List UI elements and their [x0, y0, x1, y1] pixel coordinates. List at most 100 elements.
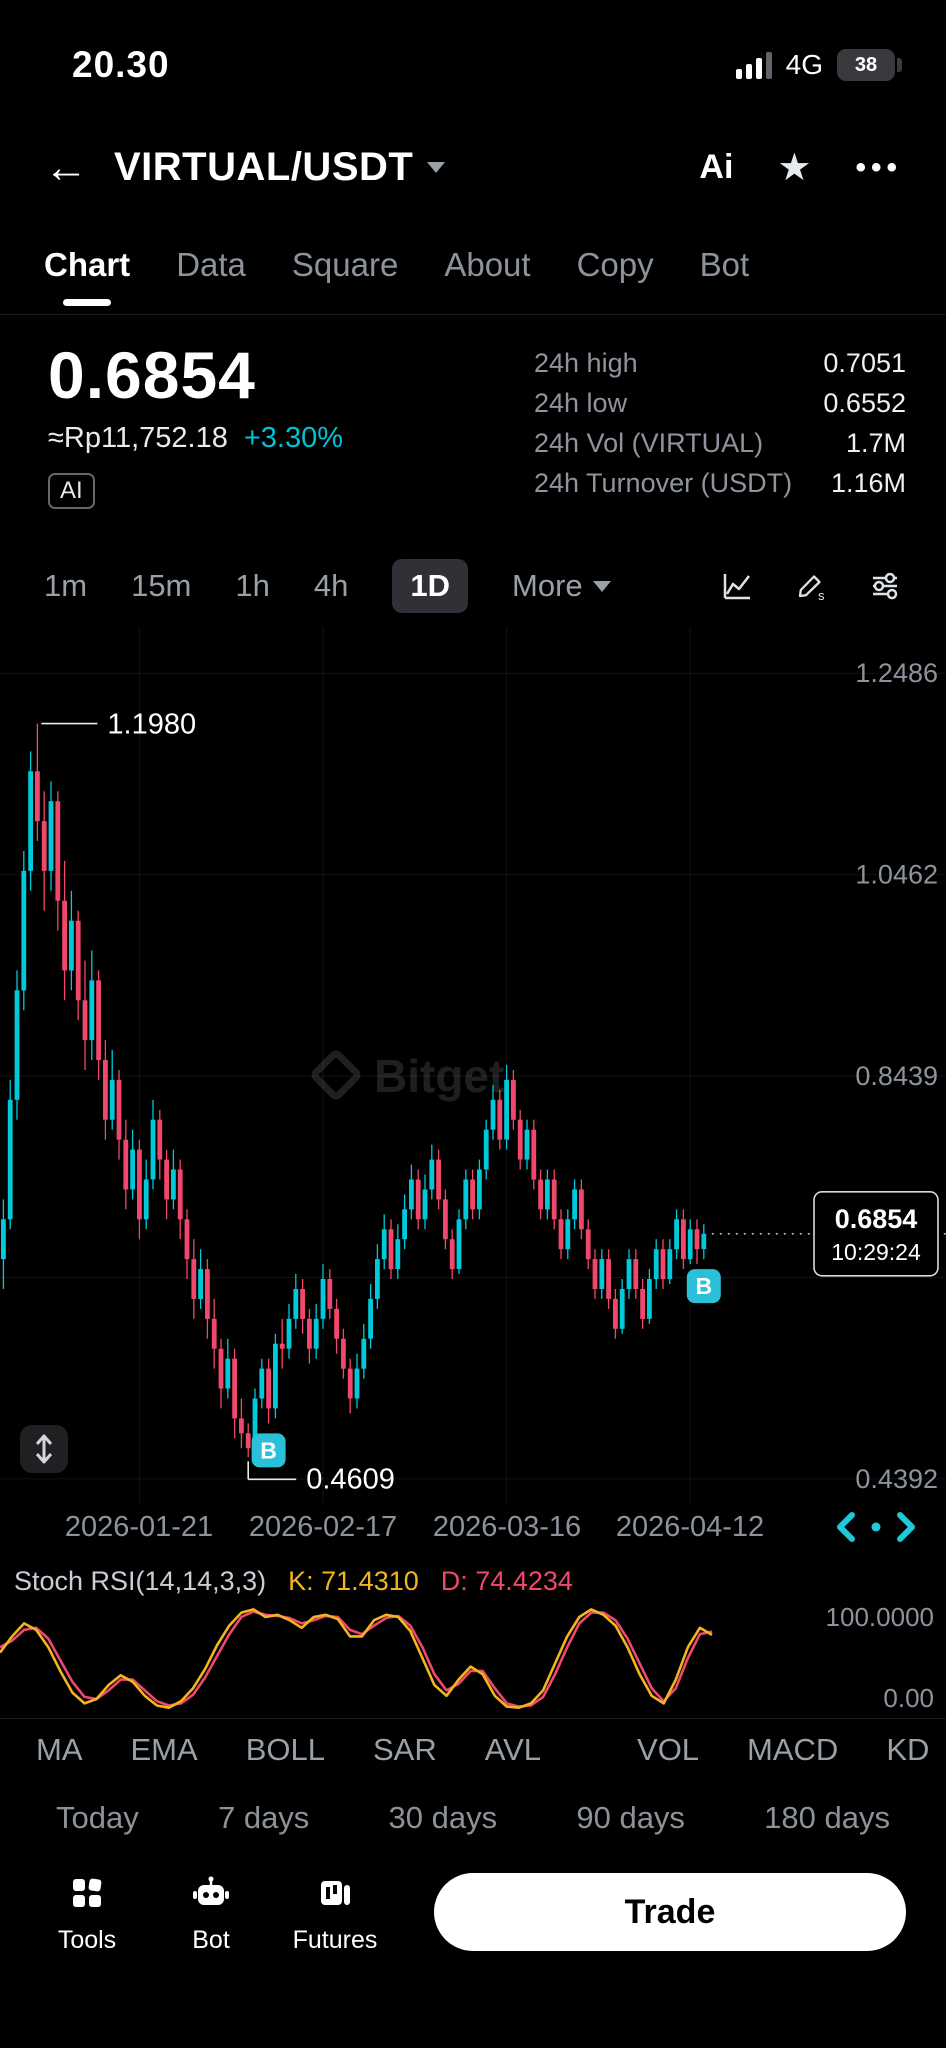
candle — [456, 1219, 462, 1270]
candle — [422, 1189, 428, 1220]
candle — [511, 1079, 516, 1120]
stoch-k-value: K: 71.4310 — [288, 1566, 419, 1596]
range-7d[interactable]: 7 days — [217, 1799, 310, 1835]
candle — [381, 1229, 387, 1260]
candle — [184, 1219, 190, 1260]
range-90d[interactable]: 90 days — [576, 1799, 685, 1835]
status-bar: 20.30 4G 38 — [0, 0, 946, 120]
chart-style-icon[interactable] — [720, 569, 754, 603]
candle — [211, 1318, 217, 1349]
stoch-d-value: D: 74.4234 — [440, 1566, 573, 1596]
candle — [606, 1259, 611, 1299]
candle — [694, 1229, 700, 1250]
candle — [191, 1259, 197, 1299]
candle — [687, 1229, 693, 1260]
chart-nav-arrows[interactable] — [828, 1507, 924, 1552]
candle — [674, 1219, 679, 1250]
bot-button[interactable]: Bot — [168, 1873, 254, 1955]
stoch-title[interactable]: Stoch RSI(14,14,3,3) — [14, 1566, 267, 1596]
range-180d[interactable]: 180 days — [764, 1799, 890, 1835]
candle — [28, 771, 33, 871]
indicator-settings-icon[interactable] — [868, 569, 902, 603]
favorite-star-icon[interactable]: ★ — [777, 147, 812, 189]
indicator-boll[interactable]: BOLL — [245, 1731, 325, 1767]
timeframe-bar: 1m 15m 1h 4h 1D More s — [0, 545, 946, 627]
candle — [701, 1233, 707, 1250]
candle — [613, 1298, 618, 1329]
stat-24h-low: 24h low 0.6552 — [534, 388, 906, 418]
tools-button[interactable]: Tools — [44, 1873, 130, 1955]
bot-icon — [191, 1873, 231, 1918]
svg-text:B: B — [260, 1437, 277, 1463]
tab-about[interactable]: About — [444, 245, 531, 283]
x-axis-date: 2026-03-16 — [432, 1511, 582, 1543]
market-stats: 24h high 0.7051 24h low 0.6552 24h Vol (VI… — [534, 341, 906, 545]
indicator-ma[interactable]: MA — [36, 1731, 83, 1767]
stoch-rsi-chart[interactable] — [0, 1598, 946, 1718]
range-30d[interactable]: 30 days — [388, 1799, 498, 1835]
status-icons: 4G 38 — [735, 49, 902, 81]
tools-icon — [67, 1873, 107, 1918]
tf-4h[interactable]: 4h — [313, 568, 349, 603]
tf-1h[interactable]: 1h — [235, 568, 270, 603]
pair-title[interactable]: VIRTUAL/USDT — [114, 145, 414, 189]
candle — [252, 1398, 258, 1449]
candle — [205, 1269, 210, 1319]
candle — [69, 920, 74, 971]
candle — [667, 1249, 673, 1280]
x-axis-date: 2026-01-21 — [64, 1511, 214, 1543]
ai-badge[interactable]: AI — [48, 473, 95, 510]
stoch-k-line — [0, 1608, 713, 1709]
tf-1d[interactable]: 1D — [392, 559, 468, 613]
more-menu-icon[interactable]: ••• — [855, 150, 902, 184]
candle — [660, 1249, 666, 1280]
clock: 20.30 — [72, 44, 170, 85]
tf-15m[interactable]: 15m — [131, 568, 192, 603]
indicator-ema[interactable]: EMA — [130, 1731, 198, 1767]
candle — [585, 1229, 591, 1260]
indicator-macd[interactable]: MACD — [747, 1731, 839, 1767]
candle — [681, 1219, 686, 1260]
futures-button[interactable]: Futures — [292, 1873, 378, 1955]
range-today[interactable]: Today — [56, 1799, 139, 1835]
tab-chart[interactable]: Chart — [44, 215, 130, 314]
candle — [245, 1433, 251, 1449]
candle — [599, 1259, 605, 1289]
indicator-sar[interactable]: SAR — [372, 1731, 437, 1767]
candle — [558, 1219, 564, 1250]
candle — [137, 1149, 142, 1220]
indicator-vol[interactable]: VOL — [637, 1731, 700, 1767]
chevron-down-icon[interactable] — [427, 162, 446, 173]
candle — [429, 1159, 435, 1190]
tf-1m[interactable]: 1m — [44, 568, 88, 603]
more-timeframes-button[interactable]: More — [512, 568, 611, 604]
bottom-bar: Tools Bot Futures Trade — [0, 1855, 946, 2048]
candle — [130, 1149, 135, 1190]
battery-level: 38 — [854, 53, 878, 76]
range-bar: Today 7 days 30 days 90 days 180 days — [0, 1780, 946, 1855]
buy-marker: B — [251, 1433, 286, 1468]
expand-chart-button[interactable] — [20, 1425, 68, 1473]
candle — [524, 1129, 530, 1160]
candle — [477, 1169, 482, 1210]
watermark: Bitget — [311, 1050, 504, 1102]
tab-data[interactable]: Data — [176, 245, 246, 283]
tab-bot[interactable]: Bot — [699, 245, 750, 283]
back-icon[interactable]: ← — [44, 142, 88, 192]
indicator-kd[interactable]: KD — [886, 1731, 930, 1767]
ai-assistant-button[interactable]: Ai — [699, 148, 734, 186]
fiat-value: ≈Rp11,752.18 — [48, 422, 228, 455]
candle — [7, 1099, 13, 1220]
trade-button[interactable]: Trade — [434, 1873, 906, 1951]
tab-copy[interactable]: Copy — [576, 245, 654, 283]
draw-tools-icon[interactable]: s — [794, 569, 828, 603]
candle — [347, 1368, 353, 1399]
candle — [538, 1179, 543, 1210]
tab-square[interactable]: Square — [291, 245, 399, 283]
candle — [551, 1179, 557, 1220]
candle — [436, 1159, 441, 1200]
candlestick-chart[interactable]: Bitget 1.1980 0.4609 1.2486 1.0462 0.8439 0.43… — [0, 627, 946, 1503]
indicator-avl[interactable]: AVL — [484, 1731, 542, 1767]
stat-24h-volume: 24h Vol (VIRTUAL) 1.7M — [534, 428, 906, 458]
candle — [415, 1179, 421, 1220]
